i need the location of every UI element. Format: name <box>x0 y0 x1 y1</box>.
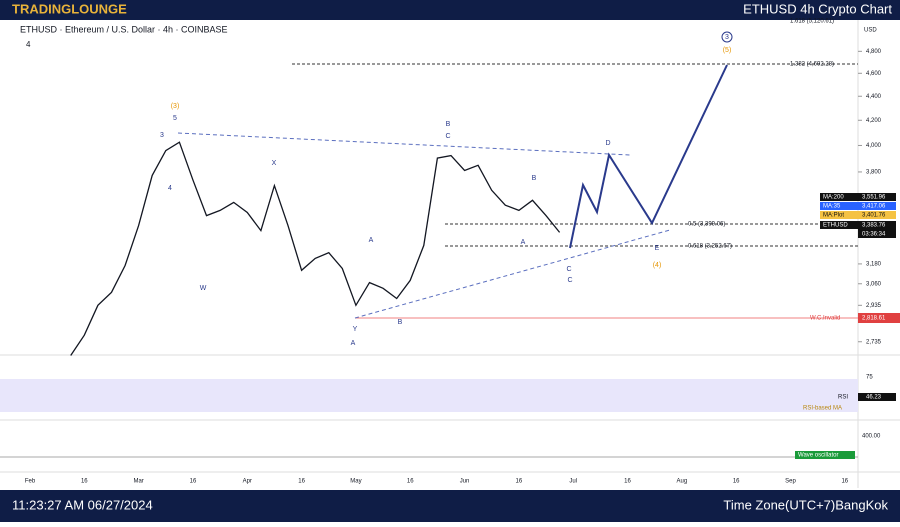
y-tick-label: 4,600 <box>866 71 882 77</box>
wave-label: A <box>521 239 526 246</box>
fib-label: 0.618 (3,252.67) <box>688 244 732 250</box>
x-tick-label: Sep <box>785 479 796 485</box>
tag-countdown: 03:36:34 <box>862 232 886 238</box>
invalid-value: 2,818.61 <box>862 316 886 322</box>
y-tick-label: 4,400 <box>866 94 882 100</box>
x-tick-label: 16 <box>407 479 414 485</box>
fib-label: 0.5 (3,399.06) <box>688 222 725 228</box>
tag-bg <box>820 211 858 219</box>
trendline <box>177 132 631 156</box>
y-tick-label: 2,935 <box>866 303 882 309</box>
y-tick-label: 4,800 <box>866 49 882 55</box>
tag-bg <box>858 393 896 401</box>
x-tick-label: 16 <box>733 479 740 485</box>
x-tick-label: 16 <box>190 479 197 485</box>
wave-label: B <box>398 319 403 326</box>
wave-label: C <box>445 133 450 140</box>
invalid-tag <box>858 313 900 323</box>
trendline <box>354 229 671 319</box>
wave-label: E <box>655 245 660 252</box>
wave-label: X <box>272 160 277 167</box>
wave-label: (5) <box>723 47 732 54</box>
x-tick-label: 16 <box>516 479 523 485</box>
y-tick-label: 4,000 <box>866 143 882 149</box>
y-tick-label: 3,800 <box>866 170 882 176</box>
projection <box>569 64 728 249</box>
rsi-tick: 75 <box>866 375 873 381</box>
x-tick-label: Aug <box>676 479 687 485</box>
fib-label: 1.382 (4,692.28) <box>790 62 834 68</box>
wave-label: 3 <box>160 132 164 139</box>
wave-label: W <box>200 285 207 292</box>
tag-bg <box>820 202 858 210</box>
footer-bar <box>0 490 900 522</box>
wave-label: (3) <box>171 103 180 110</box>
tag-value: 3,383.76 <box>862 223 886 229</box>
tag-bg <box>858 221 896 238</box>
currency: USD <box>864 28 877 34</box>
title: ETHUSD 4h Crypto Chart <box>743 1 892 16</box>
x-tick-label: Jun <box>460 479 470 485</box>
header-bar <box>0 0 900 20</box>
tag-value: 3,551.96 <box>862 195 886 201</box>
x-tick-label: Jul <box>569 479 577 485</box>
wave-circle <box>721 31 733 43</box>
wave-label: (4) <box>653 262 662 269</box>
indicator-count: 4 <box>26 40 31 49</box>
y-tick-label: 4,200 <box>866 118 882 124</box>
tag-bg <box>795 451 855 459</box>
rsi-value: 46.23 <box>866 395 882 401</box>
wave-label: 5 <box>173 115 177 122</box>
wave-label: C <box>567 277 572 284</box>
rsi-ma: RSI-based MA <box>803 406 842 412</box>
wave-label: A <box>351 340 356 347</box>
y-tick-label: 3,060 <box>866 281 882 287</box>
wave-label: B <box>532 175 537 182</box>
wave-label: B <box>446 121 451 128</box>
wave-label: D <box>605 140 610 147</box>
price-line <box>70 141 561 356</box>
wave-label: 4 <box>168 185 172 192</box>
tag-bg <box>858 193 896 201</box>
wave-label: C <box>566 266 571 273</box>
x-tick-label: Mar <box>133 479 143 485</box>
tag-bg <box>820 193 858 201</box>
wave-label: 3 <box>725 34 729 41</box>
tag-value: 3,417.06 <box>862 204 886 210</box>
osc-tick: 400.00 <box>862 434 881 440</box>
footer-time: 11:23:27 AM 06/27/2024 <box>12 497 153 512</box>
rsi-band <box>0 379 858 412</box>
tag-bg <box>858 202 896 210</box>
x-tick-label: 16 <box>81 479 88 485</box>
x-tick-label: Apr <box>243 479 252 485</box>
x-tick-label: Feb <box>25 479 36 485</box>
tag-name: ETHUSD <box>823 223 848 229</box>
wave-label: Y <box>353 326 358 333</box>
x-tick-label: 16 <box>841 479 848 485</box>
tag-name: MA:Plot <box>823 213 844 219</box>
x-tick-label: 16 <box>624 479 631 485</box>
fib-label: 1.618 (5,120.61) <box>790 19 834 25</box>
footer-zone: Time Zone(UTC+7)BangKok <box>723 497 888 512</box>
y-tick-label: 3,180 <box>866 261 882 267</box>
wave-label: A <box>369 237 374 244</box>
brand: TRADINGLOUNGE <box>12 1 127 16</box>
x-tick-label: 16 <box>298 479 305 485</box>
symbol-info: ETHUSD · Ethereum / U.S. Dollar · 4h · C… <box>20 24 228 34</box>
x-tick-label: May <box>350 479 361 485</box>
tag-name: MA:200 <box>823 195 844 201</box>
tag-value: 3,401.76 <box>862 213 886 219</box>
tag-bg <box>858 211 896 219</box>
invalid-name: W.C.Invalid <box>810 316 840 322</box>
y-tick-label: 2,735 <box>866 339 882 345</box>
tag-bg <box>820 221 858 229</box>
tag-name: MA:35 <box>823 204 841 210</box>
osc-name: Wave oscillator <box>798 453 838 459</box>
rsi-name: RSI <box>838 395 848 401</box>
